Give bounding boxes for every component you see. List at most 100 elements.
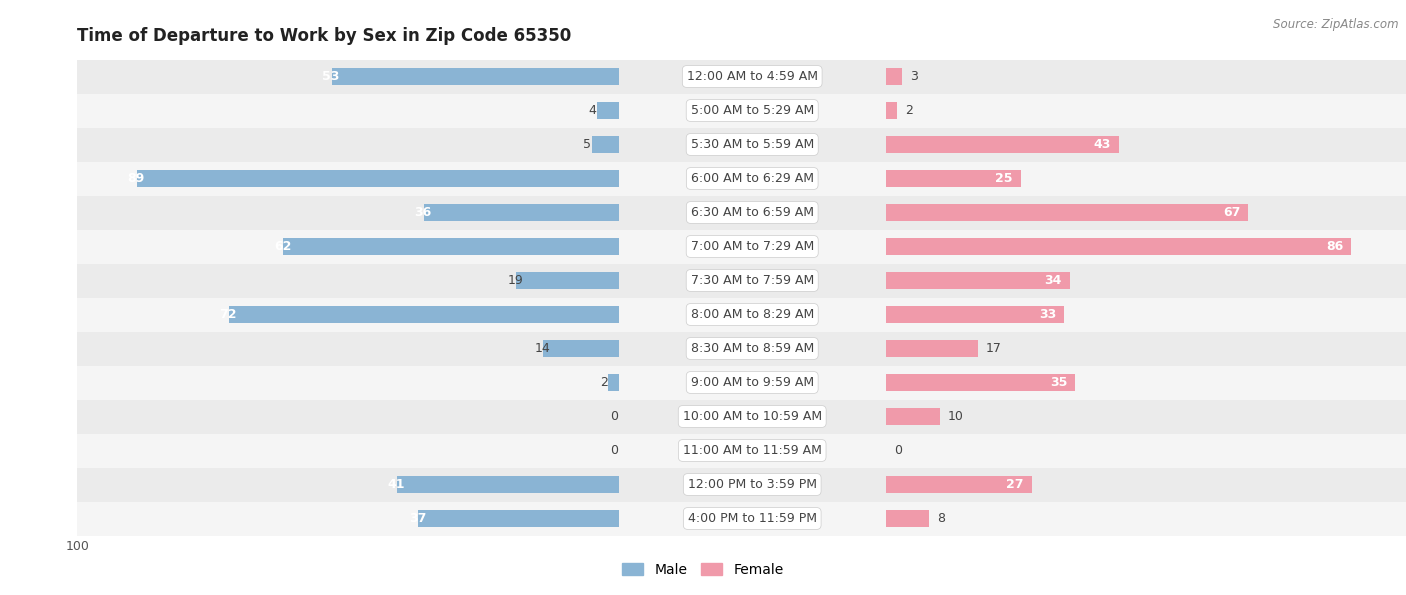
Text: 36: 36 <box>415 206 432 219</box>
Bar <box>886 298 1406 331</box>
Bar <box>283 237 619 255</box>
Text: 53: 53 <box>322 70 340 83</box>
Text: Source: ZipAtlas.com: Source: ZipAtlas.com <box>1274 18 1399 31</box>
Bar <box>886 264 1406 298</box>
Text: 3: 3 <box>910 70 918 83</box>
Bar <box>886 408 939 425</box>
Text: 4:00 PM to 11:59 PM: 4:00 PM to 11:59 PM <box>688 512 817 525</box>
Bar <box>77 468 619 502</box>
Bar <box>607 374 619 392</box>
Bar <box>886 170 1021 187</box>
Bar <box>516 272 619 289</box>
Text: 6:00 AM to 6:29 AM: 6:00 AM to 6:29 AM <box>690 172 814 185</box>
Text: 19: 19 <box>508 274 523 287</box>
Bar <box>886 161 1406 196</box>
Bar <box>77 60 619 93</box>
Text: 7:00 AM to 7:29 AM: 7:00 AM to 7:29 AM <box>690 240 814 253</box>
Bar <box>886 127 1406 161</box>
Bar <box>619 365 886 399</box>
Bar <box>886 475 1032 493</box>
Text: 17: 17 <box>986 342 1002 355</box>
Bar <box>77 502 619 536</box>
Text: 5: 5 <box>583 138 592 151</box>
Text: 4: 4 <box>589 104 596 117</box>
Bar <box>619 264 886 298</box>
Text: 12:00 AM to 4:59 AM: 12:00 AM to 4:59 AM <box>686 70 818 83</box>
Text: 5:30 AM to 5:59 AM: 5:30 AM to 5:59 AM <box>690 138 814 151</box>
Text: 8: 8 <box>938 512 945 525</box>
Bar <box>886 331 1406 365</box>
Text: 43: 43 <box>1092 138 1111 151</box>
Bar <box>886 374 1076 392</box>
Bar <box>886 237 1351 255</box>
Bar <box>77 127 619 161</box>
Text: 34: 34 <box>1045 274 1062 287</box>
Bar <box>396 475 619 493</box>
Bar <box>619 127 886 161</box>
Bar <box>619 502 886 536</box>
Bar <box>886 510 929 527</box>
Bar <box>619 93 886 127</box>
Bar <box>598 102 619 120</box>
Bar <box>886 468 1406 502</box>
Bar <box>592 136 619 154</box>
Bar <box>619 60 886 93</box>
Bar <box>886 230 1406 264</box>
Text: 86: 86 <box>1326 240 1343 253</box>
Bar <box>886 93 1406 127</box>
Text: 10: 10 <box>948 410 965 423</box>
Text: 33: 33 <box>1039 308 1056 321</box>
Bar <box>332 68 619 85</box>
Text: 8:30 AM to 8:59 AM: 8:30 AM to 8:59 AM <box>690 342 814 355</box>
Text: 2: 2 <box>600 376 607 389</box>
Bar <box>886 68 903 85</box>
Legend: Male, Female: Male, Female <box>617 557 789 582</box>
Text: 5:00 AM to 5:29 AM: 5:00 AM to 5:29 AM <box>690 104 814 117</box>
Text: 7:30 AM to 7:59 AM: 7:30 AM to 7:59 AM <box>690 274 814 287</box>
Text: 25: 25 <box>995 172 1012 185</box>
Text: 72: 72 <box>219 308 238 321</box>
Bar <box>77 331 619 365</box>
Bar <box>886 102 897 120</box>
Text: 14: 14 <box>534 342 551 355</box>
Bar <box>619 196 886 230</box>
Bar <box>619 298 886 331</box>
Text: 12:00 PM to 3:59 PM: 12:00 PM to 3:59 PM <box>688 478 817 491</box>
Text: 27: 27 <box>1007 478 1024 491</box>
Text: 41: 41 <box>387 478 405 491</box>
Bar <box>886 399 1406 434</box>
Text: 67: 67 <box>1223 206 1240 219</box>
Bar <box>423 203 619 221</box>
Bar <box>77 399 619 434</box>
Text: 0: 0 <box>610 444 619 457</box>
Text: 0: 0 <box>894 444 901 457</box>
Bar <box>619 230 886 264</box>
Bar <box>77 161 619 196</box>
Bar <box>77 230 619 264</box>
Text: 89: 89 <box>128 172 145 185</box>
Text: 37: 37 <box>409 512 426 525</box>
Bar <box>543 340 619 358</box>
Bar <box>886 340 977 358</box>
Bar <box>136 170 619 187</box>
Text: 2: 2 <box>904 104 912 117</box>
Bar <box>77 264 619 298</box>
Bar <box>77 298 619 331</box>
Bar <box>77 93 619 127</box>
Bar <box>619 331 886 365</box>
Text: 35: 35 <box>1050 376 1067 389</box>
Bar <box>886 196 1406 230</box>
Text: 0: 0 <box>610 410 619 423</box>
Bar <box>886 136 1119 154</box>
Bar <box>886 502 1406 536</box>
Bar <box>77 365 619 399</box>
Bar <box>619 399 886 434</box>
Bar <box>886 272 1070 289</box>
Text: 62: 62 <box>274 240 291 253</box>
Text: 8:00 AM to 8:29 AM: 8:00 AM to 8:29 AM <box>690 308 814 321</box>
Bar <box>619 434 886 468</box>
Bar <box>886 60 1406 93</box>
Bar <box>886 203 1249 221</box>
Bar <box>886 434 1406 468</box>
Text: 6:30 AM to 6:59 AM: 6:30 AM to 6:59 AM <box>690 206 814 219</box>
